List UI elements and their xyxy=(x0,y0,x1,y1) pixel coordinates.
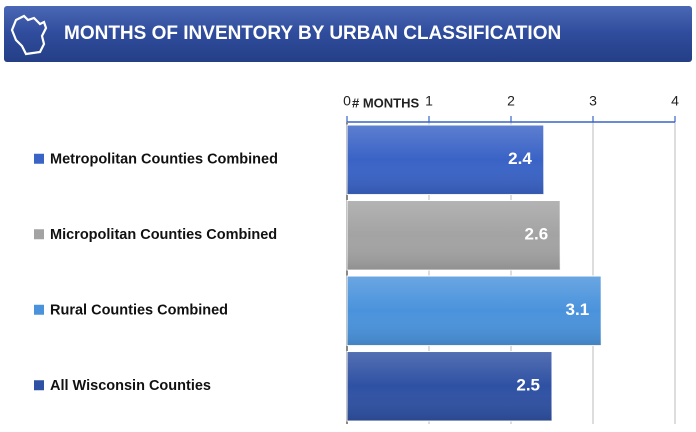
wisconsin-icon xyxy=(10,14,48,56)
bar-shine xyxy=(347,351,552,421)
legend-swatch xyxy=(34,304,44,315)
x-tick-label: 4 xyxy=(671,93,679,109)
bar-shine xyxy=(347,125,544,195)
x-tick-label: 1 xyxy=(425,93,433,109)
category-label: Micropolitan Counties Combined xyxy=(50,227,277,243)
x-tick-label: 2 xyxy=(507,93,515,109)
category-label: Rural Counties Combined xyxy=(50,303,228,319)
category-label: All Wisconsin Counties xyxy=(50,378,211,394)
legend-swatch xyxy=(34,229,44,240)
chart-title: MONTHS OF INVENTORY BY URBAN CLASSIFICAT… xyxy=(64,23,561,44)
x-tick-label: 3 xyxy=(589,93,597,109)
legend-swatch xyxy=(34,153,44,164)
bar-shine xyxy=(347,276,602,346)
axis-label: # MONTHS xyxy=(352,95,420,110)
data-label: 2.5 xyxy=(516,376,540,395)
header-banner xyxy=(4,6,692,62)
legend-swatch xyxy=(34,380,44,391)
x-tick-label: 0 xyxy=(343,93,351,109)
data-label: 2.6 xyxy=(525,225,549,244)
data-label: 2.4 xyxy=(508,149,532,168)
data-label: 3.1 xyxy=(566,300,590,319)
category-label: Metropolitan Counties Combined xyxy=(50,152,278,168)
bar-shine xyxy=(347,200,561,270)
